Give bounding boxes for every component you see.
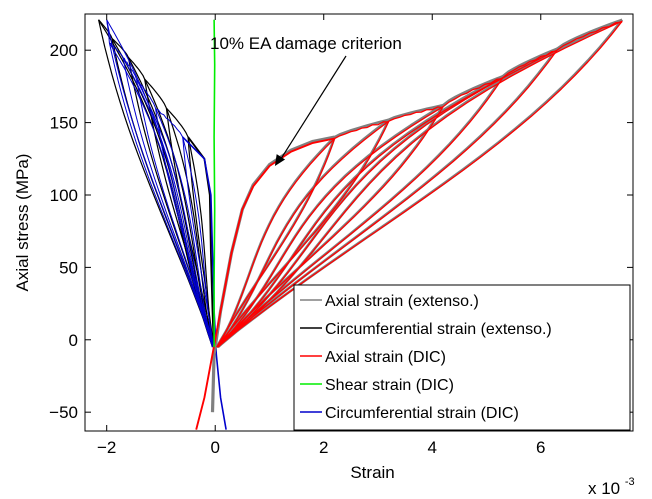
legend-label: Circumferential strain (extenso.)	[325, 321, 552, 338]
y-tick-label: 100	[50, 186, 78, 205]
shear-line	[213, 19, 216, 347]
y-tick-label: 50	[59, 258, 78, 277]
unload-curve	[217, 106, 444, 348]
x-axis-scale-factor: x 10 -3	[588, 476, 635, 498]
envelope-segment	[165, 107, 189, 138]
envelope-segment	[334, 118, 390, 139]
series-circumferential-strain-dic-	[106, 19, 227, 430]
plot-area	[98, 18, 624, 430]
unload-curve	[155, 107, 213, 348]
x-tick-label: −2	[97, 438, 116, 457]
x-tick-label: 6	[536, 438, 545, 457]
annotation-arrow-head	[274, 154, 286, 167]
unload-curve	[217, 49, 558, 348]
plot-frame	[84, 13, 634, 432]
y-tick-label: 150	[50, 114, 78, 133]
unload-curve	[217, 138, 336, 348]
x-axis-title: Strain	[350, 463, 394, 482]
unload-curve	[136, 78, 213, 348]
envelope-segment	[556, 21, 623, 51]
reload-curve	[216, 106, 444, 348]
envelope-segment	[144, 78, 167, 109]
reload-curve	[216, 20, 623, 348]
series-shear-strain-dic	[213, 19, 216, 347]
axis-ticks: −2 0 2 4 6 −50 0 50 100 150 200	[49, 14, 633, 457]
annotation: 10% EA damage criterion	[210, 34, 402, 167]
reload-curve	[216, 49, 558, 348]
envelope-curve	[182, 136, 227, 430]
envelope-segment	[388, 106, 444, 122]
envelope-segment	[111, 38, 129, 58]
x-tick-label: 0	[210, 438, 219, 457]
reload-curve	[216, 120, 390, 348]
y-tick-label: 0	[69, 331, 78, 350]
legend-box	[293, 284, 631, 431]
y-axis-title: Axial stress (MPa)	[13, 154, 32, 292]
series-axial-strain-dic-	[195, 20, 623, 430]
envelope-segment	[442, 77, 503, 108]
legend-label: Axial strain (extenso.)	[325, 293, 479, 310]
reload-curve	[155, 108, 215, 348]
reload-curve	[108, 42, 215, 348]
legend-label: Circumferential strain (DIC)	[325, 405, 519, 422]
reload-curve	[182, 137, 215, 348]
y-tick-label: −50	[49, 403, 78, 422]
unload-curve	[144, 78, 214, 348]
unload-curve	[217, 120, 390, 348]
legend-label: Axial strain (DIC)	[325, 349, 446, 366]
reload-curve	[216, 138, 336, 348]
envelope-segment	[388, 103, 444, 121]
unload-curve	[108, 42, 213, 348]
legend: Axial strain (extenso.) Circumferential s…	[293, 284, 631, 431]
x-scale-base: x 10	[588, 479, 620, 498]
reload-curve	[106, 19, 215, 348]
envelope-segment	[127, 57, 146, 80]
x-scale-exponent: -3	[625, 476, 635, 488]
legend-label: Shear strain (DIC)	[325, 377, 454, 394]
annotation-arrow-line	[278, 55, 347, 163]
envelope-segment	[334, 121, 389, 140]
x-tick-label: 4	[428, 438, 437, 457]
unload-curve	[122, 57, 213, 348]
unload-curve	[217, 20, 623, 348]
envelope-curve	[195, 137, 335, 430]
envelope-segment	[155, 108, 184, 138]
x-tick-label: 2	[319, 438, 328, 457]
reload-curve	[122, 57, 215, 348]
unload-curve	[217, 77, 504, 348]
annotation-text: 10% EA damage criterion	[210, 34, 402, 53]
unload-curve	[106, 19, 213, 348]
y-tick-label: 200	[50, 41, 78, 60]
